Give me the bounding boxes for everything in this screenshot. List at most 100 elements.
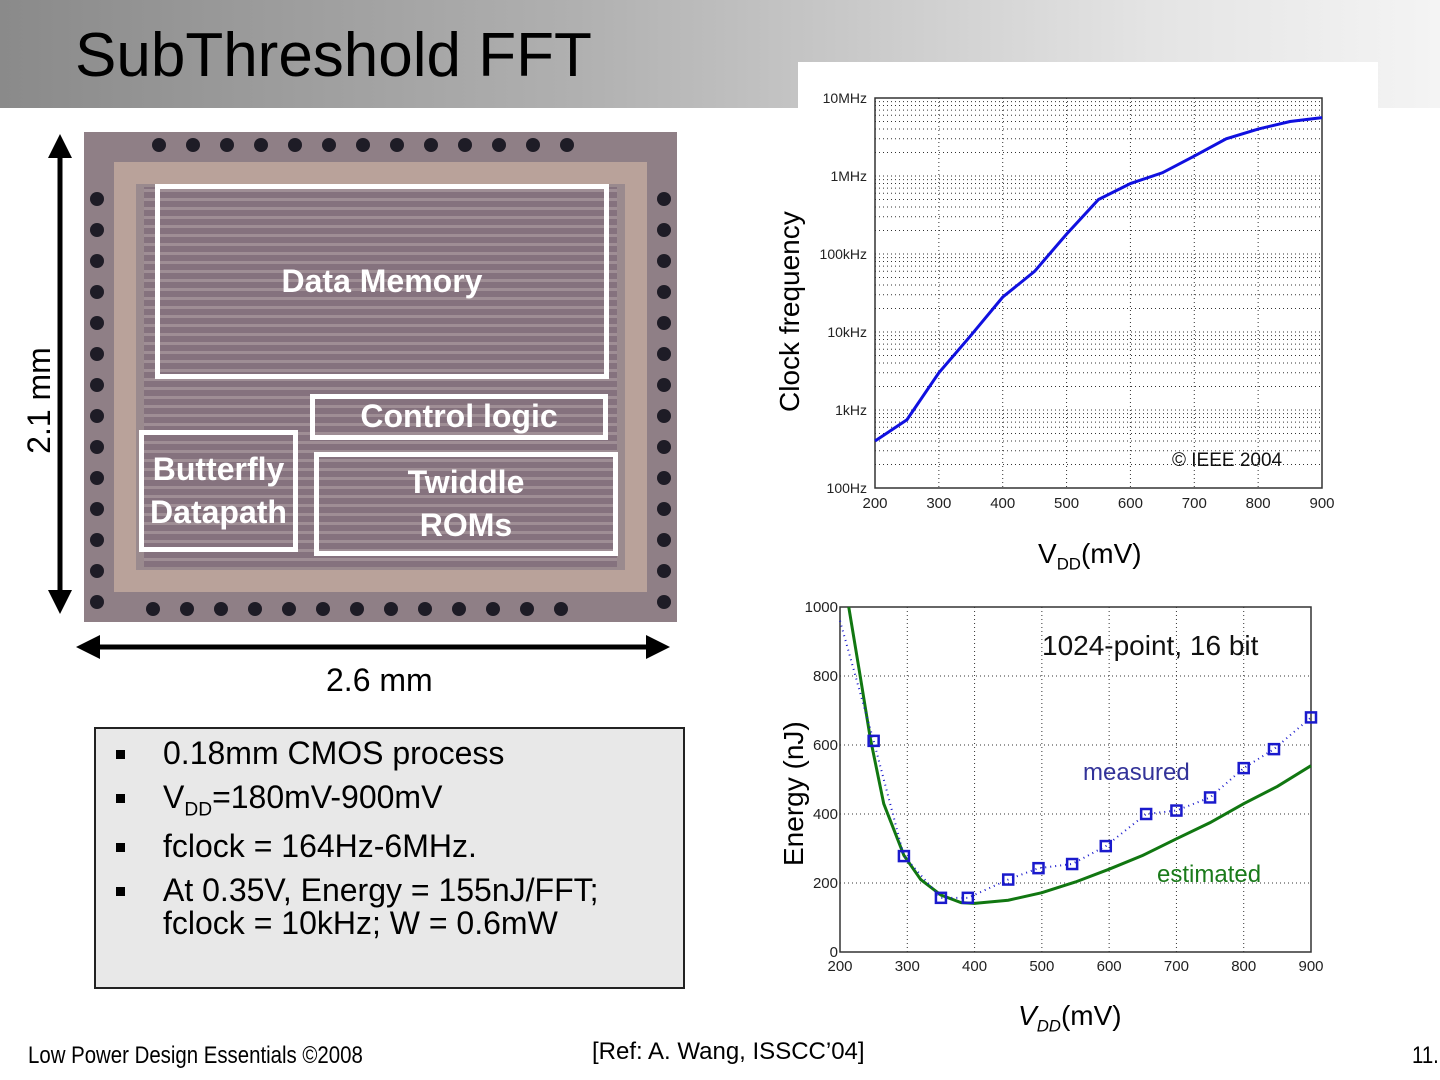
bond-pad — [657, 440, 671, 454]
y-tick-label: 10MHz — [823, 90, 867, 106]
bond-pad — [254, 138, 268, 152]
bond-pad — [657, 564, 671, 578]
bond-pad — [520, 602, 534, 616]
bond-pad — [152, 138, 166, 152]
measured-point — [1001, 873, 1015, 886]
y-tick-label: 400 — [813, 806, 838, 823]
x-tick-label: 900 — [1309, 495, 1334, 512]
measured-point — [1099, 839, 1113, 853]
die-photo: Data Memory Control logic Butterfly Datap… — [84, 132, 677, 622]
bond-pad — [90, 440, 104, 454]
bond-pad — [90, 347, 104, 361]
bond-pad — [657, 378, 671, 392]
bond-pad — [90, 378, 104, 392]
x-tick-label: 900 — [1298, 958, 1323, 975]
bond-pad — [657, 347, 671, 361]
bond-pad — [220, 138, 234, 152]
x-tick-label: 800 — [1246, 495, 1271, 512]
y-tick-label: 600 — [813, 737, 838, 754]
bond-pad — [146, 602, 160, 616]
bond-pad — [657, 409, 671, 423]
bond-pad — [356, 138, 370, 152]
chart1-ylabel: Clock frequency — [774, 211, 805, 412]
y-tick-label: 0 — [830, 944, 838, 961]
bond-pad — [180, 602, 194, 616]
measured-point — [1203, 791, 1217, 804]
bond-pad — [384, 602, 398, 616]
slide-title: SubThreshold FFT — [75, 21, 592, 90]
estimated-label: estimated — [1157, 861, 1261, 888]
bond-pad — [390, 138, 404, 152]
measured-point — [934, 891, 948, 905]
x-tick-label: 200 — [827, 958, 852, 975]
bond-pad — [90, 471, 104, 485]
bond-pad — [657, 254, 671, 268]
chart1-xlabel: VDD(mV) — [1038, 538, 1142, 574]
y-tick-label: 1000 — [805, 599, 838, 616]
block-butterfly-datapath: Butterfly Datapath — [139, 430, 298, 552]
page-number: 11. — [1412, 1042, 1439, 1069]
bond-pad — [90, 502, 104, 516]
bond-pad — [90, 595, 104, 609]
bullet-vdd: VDD=180mV-900mV — [116, 780, 683, 821]
x-tick-label: 400 — [990, 495, 1015, 512]
bullet-process: 0.18mm CMOS process — [116, 736, 683, 771]
bond-pad — [424, 138, 438, 152]
dimension-arrows — [48, 134, 670, 659]
bond-pad — [554, 602, 568, 616]
bond-pad — [90, 316, 104, 330]
bond-pad — [492, 138, 506, 152]
x-tick-label: 800 — [1231, 958, 1256, 975]
bond-pad — [90, 564, 104, 578]
x-tick-label: 400 — [962, 958, 987, 975]
y-tick-label: 10kHz — [827, 324, 867, 340]
measured-point — [867, 734, 880, 748]
y-tick-label: 1MHz — [830, 168, 867, 184]
x-tick-label: 300 — [926, 495, 951, 512]
bond-pad — [657, 285, 671, 299]
x-tick-label: 700 — [1164, 958, 1189, 975]
y-tick-label: 1kHz — [835, 402, 867, 418]
bond-pad — [560, 138, 574, 152]
x-tick-label: 300 — [895, 958, 920, 975]
bond-pad — [418, 602, 432, 616]
measured-point — [961, 891, 975, 905]
copyright-annotation: © IEEE 2004 — [1172, 450, 1283, 471]
block-twiddle-roms: Twiddle ROMs — [314, 452, 618, 556]
estimated-line — [847, 606, 1312, 905]
bond-pad — [657, 223, 671, 237]
bullet-fclock: fclock = 164Hz-6MHz. — [116, 829, 683, 864]
bond-pad — [90, 285, 104, 299]
width-label: 2.6 mm — [326, 662, 433, 698]
bond-pad — [657, 595, 671, 609]
bond-pad — [90, 409, 104, 423]
y-tick-label: 100Hz — [827, 480, 867, 496]
bond-pad — [526, 138, 540, 152]
measured-label: measured — [1083, 759, 1190, 786]
footer-reference: [Ref: A. Wang, ISSCC’04] — [592, 1038, 865, 1065]
bond-pad — [282, 602, 296, 616]
y-tick-label: 200 — [813, 875, 838, 892]
bullet-energy: At 0.35V, Energy = 155nJ/FFT; fclock = 10… — [116, 873, 683, 941]
chart2-ylabel: Energy (nJ) — [778, 721, 809, 866]
block-data-memory: Data Memory — [155, 184, 609, 379]
x-tick-label: 600 — [1097, 958, 1122, 975]
bond-pad — [248, 602, 262, 616]
bond-pad — [288, 138, 302, 152]
bond-pad — [214, 602, 228, 616]
x-tick-label: 700 — [1182, 495, 1207, 512]
bond-pad — [186, 138, 200, 152]
bond-pad — [90, 223, 104, 237]
plot-frame — [839, 606, 1312, 953]
bond-pad — [322, 138, 336, 152]
chart2-xlabel: VDD(mV) — [1018, 1000, 1122, 1036]
chart2-annotation: 1024-point, 16 bit — [1042, 630, 1259, 661]
x-tick-label: 600 — [1118, 495, 1143, 512]
bond-pad — [657, 192, 671, 206]
x-tick-label: 500 — [1054, 495, 1079, 512]
measured-point — [1065, 857, 1079, 871]
footer-copyright: Low Power Design Essentials ©2008 — [28, 1042, 363, 1069]
measured-point — [1267, 742, 1281, 756]
measured-point — [897, 849, 911, 863]
